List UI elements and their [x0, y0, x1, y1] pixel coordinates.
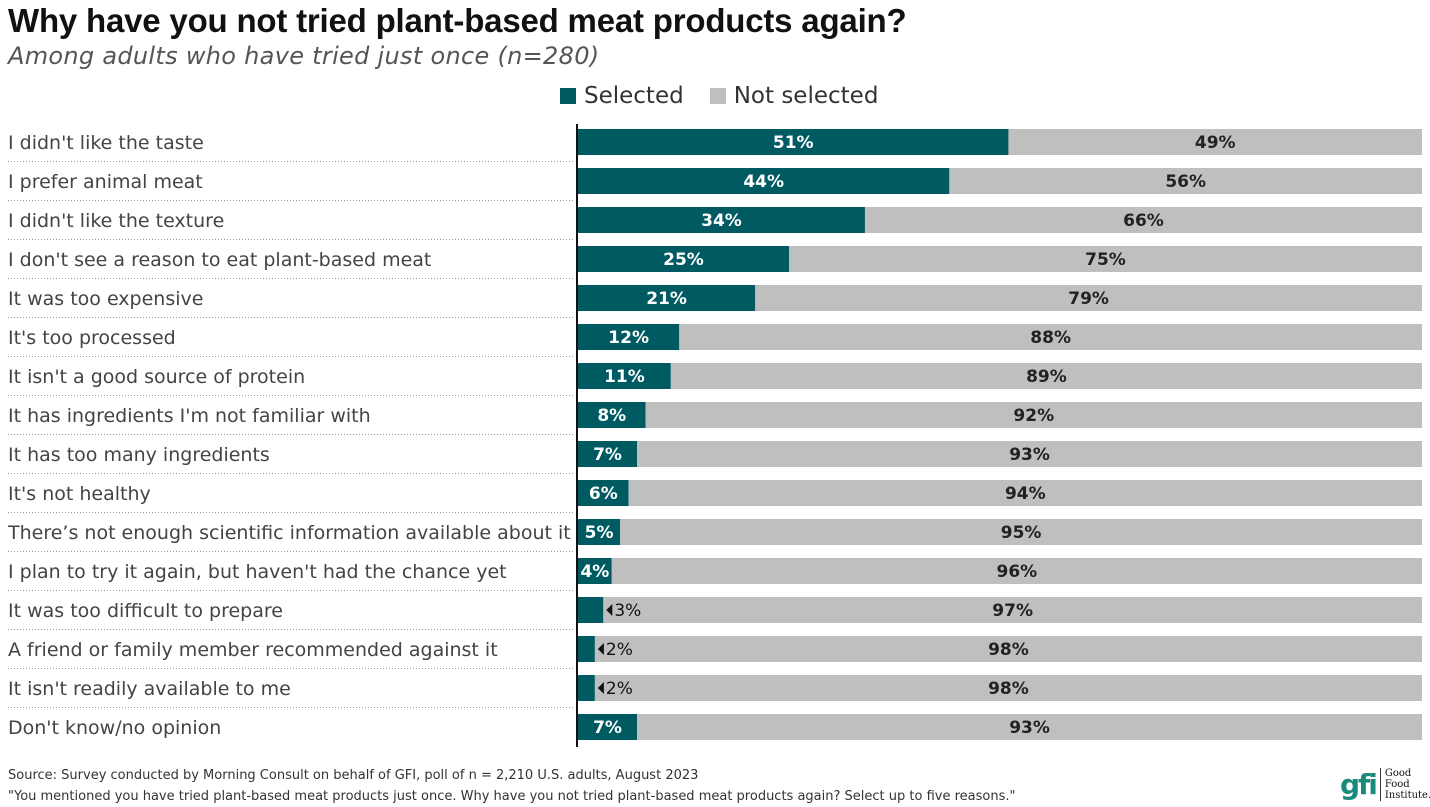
data-label-not-selected: 92% — [1013, 406, 1054, 426]
source-text: Source: Survey conducted by Morning Cons… — [8, 768, 699, 783]
data-label-selected: 25% — [663, 250, 704, 270]
bar-not-selected — [594, 636, 1422, 662]
bar-not-selected — [603, 597, 1422, 623]
logo-mark: gfi — [1340, 768, 1378, 801]
legend-swatch-selected — [560, 88, 576, 104]
category-label: I didn't like the texture — [8, 210, 224, 232]
legend: Selected Not selected — [560, 83, 904, 109]
data-label-not-selected: 79% — [1068, 289, 1109, 309]
bar-selected — [578, 129, 1009, 155]
data-label-selected: 12% — [608, 328, 649, 348]
data-label-not-selected: 93% — [1009, 445, 1050, 465]
category-label: I don't see a reason to eat plant-based … — [8, 249, 431, 271]
bar-selected — [578, 168, 950, 194]
category-label: I plan to try it again, but haven't had … — [8, 561, 507, 583]
data-label-selected: 11% — [604, 367, 645, 387]
data-label-not-selected: 88% — [1030, 328, 1071, 348]
bar-not-selected — [755, 285, 1422, 311]
data-label-not-selected: 98% — [988, 679, 1029, 699]
bar-selected — [578, 285, 756, 311]
bar-not-selected — [864, 207, 1422, 233]
bar-not-selected — [620, 519, 1422, 545]
data-label-selected: 2% — [606, 679, 633, 699]
chart-title: Why have you not tried plant-based meat … — [8, 2, 907, 39]
data-label-not-selected: 66% — [1123, 211, 1164, 231]
bar-not-selected — [628, 480, 1422, 506]
bar-selected — [578, 324, 680, 350]
bar-not-selected — [789, 246, 1422, 272]
legend-label-selected: Selected — [584, 83, 684, 109]
bar-selected — [578, 675, 595, 701]
category-label: It isn't readily available to me — [8, 678, 291, 700]
legend-item-not-selected: Not selected — [709, 83, 879, 109]
logo-text: Good Food Institute. — [1379, 768, 1430, 801]
bar-not-selected — [637, 441, 1422, 467]
pointer-arrow-icon — [606, 604, 613, 616]
category-label: I didn't like the taste — [8, 132, 204, 154]
bar-selected — [578, 246, 789, 272]
pointer-arrow-icon — [597, 682, 604, 694]
data-label-selected: 51% — [773, 133, 814, 153]
category-label: It was too expensive — [8, 288, 203, 310]
category-label: It has ingredients I'm not familiar with — [8, 405, 371, 427]
bar-selected — [578, 363, 671, 389]
bar-selected — [578, 441, 638, 467]
category-label: It isn't a good source of protein — [8, 366, 305, 388]
data-label-selected: 7% — [593, 445, 622, 465]
data-label-not-selected: 93% — [1009, 718, 1050, 738]
category-label: I prefer animal meat — [8, 171, 203, 193]
data-label-selected: 6% — [589, 484, 618, 504]
data-label-not-selected: 75% — [1085, 250, 1126, 270]
data-label-not-selected: 56% — [1165, 172, 1206, 192]
data-label-selected: 4% — [580, 562, 609, 582]
bar-selected — [578, 714, 638, 740]
data-label-selected: 3% — [614, 601, 641, 621]
bar-not-selected — [611, 558, 1422, 584]
category-label: It was too difficult to prepare — [8, 600, 283, 622]
bar-not-selected — [949, 168, 1422, 194]
bar-not-selected — [637, 714, 1422, 740]
data-label-selected: 34% — [701, 211, 742, 231]
data-label-selected: 8% — [597, 406, 626, 426]
gfi-logo: gfi Good Food Institute. — [1340, 768, 1430, 801]
bar-not-selected — [679, 324, 1422, 350]
data-label-not-selected: 97% — [992, 601, 1033, 621]
category-label: It's too processed — [8, 327, 176, 349]
data-label-selected: 5% — [585, 523, 614, 543]
data-label-selected: 7% — [593, 718, 622, 738]
legend-item-selected: Selected — [560, 83, 684, 109]
data-label-not-selected: 95% — [1001, 523, 1042, 543]
bar-selected — [578, 597, 604, 623]
bar-selected — [578, 207, 865, 233]
category-label: A friend or family member recommended ag… — [8, 639, 498, 661]
bar-selected — [578, 519, 621, 545]
data-label-not-selected: 94% — [1005, 484, 1046, 504]
category-label: Don't know/no opinion — [8, 717, 221, 739]
bar-not-selected — [594, 675, 1422, 701]
bar-not-selected — [1008, 129, 1422, 155]
bar-not-selected — [645, 402, 1422, 428]
bar-not-selected — [670, 363, 1422, 389]
bar-selected — [578, 480, 629, 506]
data-label-selected: 44% — [743, 172, 784, 192]
bar-selected — [578, 402, 646, 428]
data-label-selected: 2% — [606, 640, 633, 660]
category-label: It has too many ingredients — [8, 444, 270, 466]
data-label-selected: 21% — [646, 289, 687, 309]
chart-subtitle: Among adults who have tried just once (n… — [8, 42, 600, 70]
category-label: There’s not enough scientific informatio… — [7, 522, 571, 544]
source-note: Source: Survey conducted by Morning Cons… — [8, 765, 1015, 807]
question-text: "You mentioned you have tried plant-base… — [8, 789, 1016, 804]
bar-selected — [578, 558, 612, 584]
data-label-not-selected: 98% — [988, 640, 1029, 660]
data-label-not-selected: 96% — [997, 562, 1038, 582]
category-label: It's not healthy — [8, 483, 151, 505]
legend-swatch-not-selected — [709, 88, 726, 104]
legend-label-not-selected: Not selected — [733, 83, 879, 109]
pointer-arrow-icon — [597, 643, 604, 655]
bar-selected — [578, 636, 595, 662]
data-label-not-selected: 89% — [1026, 367, 1067, 387]
data-label-not-selected: 49% — [1195, 133, 1236, 153]
